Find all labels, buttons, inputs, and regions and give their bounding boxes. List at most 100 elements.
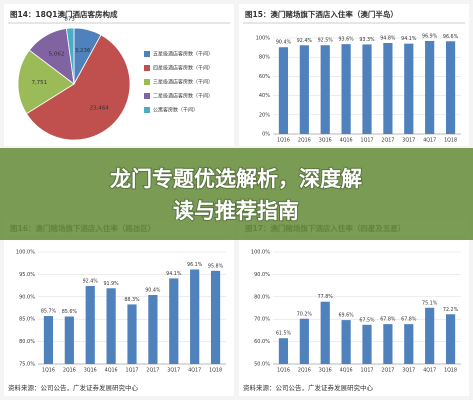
value-label: 69.6%	[338, 313, 354, 319]
x-tick-label: 2Q17	[146, 368, 159, 374]
bar	[362, 324, 372, 364]
pie-slice	[25, 34, 131, 141]
y-tick-label: 95.0%	[19, 272, 35, 278]
y-tick-label: 70.0%	[254, 317, 270, 323]
y-tick-label: 100.0%	[16, 250, 35, 256]
bar	[190, 269, 200, 364]
x-tick-label: 2Q17	[381, 138, 394, 144]
legend-label: 五星级酒店客房数（千间）	[153, 51, 213, 58]
y-tick-label: 100%	[256, 36, 271, 42]
y-tick-label: 90.0%	[19, 294, 35, 300]
x-tick-label: 2Q17	[381, 368, 394, 374]
value-label: 93.3%	[359, 37, 375, 43]
banner-line: 龙门专题优选解析，深度解	[110, 167, 362, 191]
bar	[85, 286, 95, 364]
slice-label: 5,062	[49, 52, 65, 58]
value-label: 95.8%	[208, 263, 224, 269]
bar	[404, 324, 414, 364]
y-tick-label: 80.0%	[19, 339, 35, 345]
bar	[320, 301, 330, 364]
x-tick-label: 3Q17	[402, 368, 415, 374]
bar	[445, 41, 456, 134]
x-tick-label: 1Q17	[126, 368, 139, 374]
x-tick-label: 3Q16	[84, 368, 97, 374]
bar	[445, 314, 456, 364]
bar	[320, 45, 330, 135]
x-tick-label: 3Q16	[319, 138, 332, 144]
value-label: 67.8%	[380, 317, 396, 323]
value-label: 67.5%	[359, 317, 375, 323]
bar	[425, 40, 435, 135]
x-tick-label: 4Q16	[340, 138, 353, 144]
bar	[106, 288, 116, 364]
chart-panel	[239, 218, 469, 396]
bar	[127, 304, 137, 364]
y-tick-label: 50.0%	[254, 362, 270, 368]
legend-swatch	[144, 79, 150, 85]
x-tick-label: 1Q16	[277, 138, 290, 144]
value-label: 61.5%	[276, 331, 292, 337]
x-tick-label: 4Q16	[105, 368, 118, 374]
y-tick-label: 20%	[259, 112, 270, 118]
x-tick-label: 2Q16	[298, 368, 311, 374]
bar	[169, 278, 179, 364]
bar	[43, 316, 54, 364]
banner-line: 读与推荐指南	[173, 199, 299, 223]
y-tick-label: 100.0%	[251, 250, 270, 256]
value-label: 90.4%	[145, 288, 161, 294]
value-label: 92.4%	[297, 38, 313, 44]
bar	[383, 324, 393, 364]
value-label: 90.4%	[276, 40, 292, 46]
value-label: 67.8%	[401, 317, 417, 323]
value-label: 88.3%	[124, 297, 140, 303]
y-tick-label: 85.0%	[19, 317, 35, 323]
legend-label: 三星级酒店客房数（千间）	[153, 79, 213, 86]
legend-swatch	[144, 51, 150, 57]
pie-slice	[65, 27, 75, 85]
chart-title: 图15：澳门赌场旗下酒店入住率（澳门半岛）	[245, 9, 398, 19]
bar	[383, 42, 393, 134]
x-tick-label: 1Q16	[42, 368, 55, 374]
bar	[341, 320, 351, 364]
legend-swatch	[144, 65, 150, 71]
bar	[64, 316, 74, 364]
legend-label: 二星级酒店客房数（千间）	[153, 93, 213, 100]
x-tick-label: 1Q18	[209, 368, 222, 374]
value-label: 93.6%	[338, 37, 354, 43]
bar	[278, 47, 289, 134]
y-tick-label: 60.0%	[254, 339, 270, 345]
y-tick-label: 0%	[262, 132, 270, 138]
value-label: 94.1%	[166, 271, 182, 277]
x-tick-label: 4Q17	[423, 138, 436, 144]
slice-label: 23,464	[90, 105, 110, 111]
y-tick-label: 80.0%	[254, 294, 270, 300]
slice-label: 7,751	[31, 80, 47, 86]
x-tick-label: 3Q16	[319, 368, 332, 374]
x-tick-label: 3Q17	[167, 368, 180, 374]
slice-label: 873	[64, 17, 75, 23]
value-label: 96.9%	[422, 33, 438, 39]
y-tick-label: 90.0%	[254, 272, 270, 278]
legend-swatch	[144, 107, 150, 113]
bar	[299, 45, 309, 134]
y-tick-label: 40%	[259, 93, 270, 99]
y-tick-label: 80%	[259, 55, 270, 61]
x-tick-label: 1Q17	[361, 368, 374, 374]
source-note: 资料来源：公司公告，广发证券发展研究中心	[243, 383, 374, 392]
bar	[425, 307, 435, 364]
bar	[362, 44, 372, 134]
x-tick-label: 1Q17	[361, 138, 374, 144]
source-note: 资料来源：公司公告，广发证券发展研究中心	[8, 383, 139, 392]
bar	[148, 295, 158, 364]
value-label: 91.9%	[103, 281, 119, 287]
slice-label: 3,236	[75, 48, 91, 54]
value-label: 75.1%	[422, 300, 438, 306]
x-tick-label: 2Q16	[63, 368, 76, 374]
legend-label: 公寓客房数（千间）	[153, 107, 198, 114]
value-label: 72.2%	[443, 307, 459, 313]
pie-slice	[17, 49, 75, 115]
value-label: 70.2%	[297, 311, 313, 317]
value-label: 94.1%	[401, 36, 417, 42]
chart-title: 图14：18Q1澳门酒店客房构成	[10, 9, 118, 19]
